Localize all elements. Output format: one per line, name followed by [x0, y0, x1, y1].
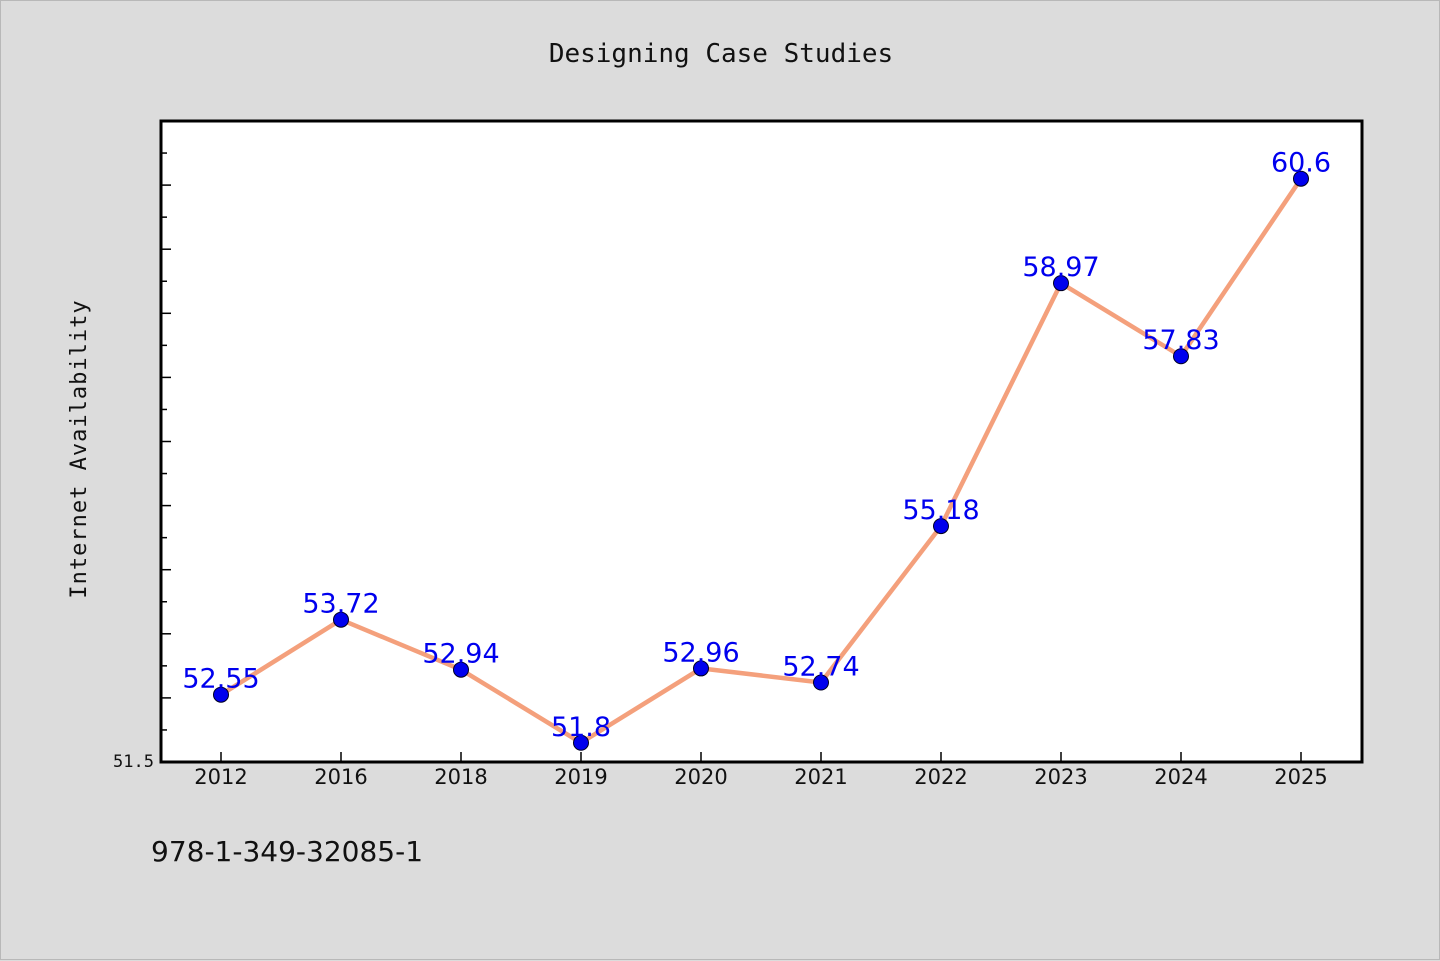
data-label: 51.8: [551, 712, 611, 743]
data-label: 52.94: [422, 639, 499, 670]
chart-title: Designing Case Studies: [549, 39, 893, 69]
y-axis-minor-ticks: [161, 120, 171, 763]
x-tick-label: 2018: [434, 765, 487, 789]
x-tick-label: 2012: [194, 765, 247, 789]
x-tick-label: 2023: [1034, 765, 1087, 789]
data-point: [1173, 348, 1189, 365]
x-tick-label: 2022: [914, 765, 967, 789]
data-markers: [213, 170, 1309, 751]
data-labels: 52.55 53.72 52.94 51.8 52.96 52.74 55.18 58.97 5…: [182, 148, 1331, 743]
data-label: 52.96: [662, 637, 739, 668]
data-label: 52.74: [782, 652, 859, 683]
data-point: [453, 661, 469, 678]
x-tick-label: 2019: [554, 765, 607, 789]
x-tick-label: 2024: [1154, 765, 1207, 789]
x-tick-label: 2021: [794, 765, 847, 789]
data-point: [333, 611, 349, 628]
data-point: [933, 518, 949, 535]
data-label: 57.83: [1142, 325, 1219, 356]
x-tick-label: 2025: [1274, 765, 1327, 789]
data-label: 52.55: [182, 664, 259, 695]
x-tick-label: 2020: [674, 765, 727, 789]
book-code: 978-1-349-32085-1: [151, 835, 424, 868]
data-label: 58.97: [1022, 252, 1099, 283]
x-axis: 2012 2016 2018 2019 2020 2021 2022 2023 2024 2025: [194, 752, 1328, 789]
data-point: [573, 734, 589, 751]
data-label: 60.6: [1271, 148, 1331, 179]
data-label: 55.18: [902, 495, 979, 526]
x-tick-label: 2016: [314, 765, 367, 789]
data-point: [693, 660, 709, 677]
data-point: [1053, 275, 1069, 292]
data-point: [1293, 170, 1309, 187]
series-line: [218, 176, 1304, 746]
y-axis-label: Internet Availability: [67, 299, 92, 598]
y-tick-label: 51.5: [113, 752, 154, 772]
data-point: [813, 674, 829, 691]
data-label: 53.72: [302, 589, 379, 620]
plot-area: [159, 119, 1364, 764]
data-point: [213, 686, 229, 703]
